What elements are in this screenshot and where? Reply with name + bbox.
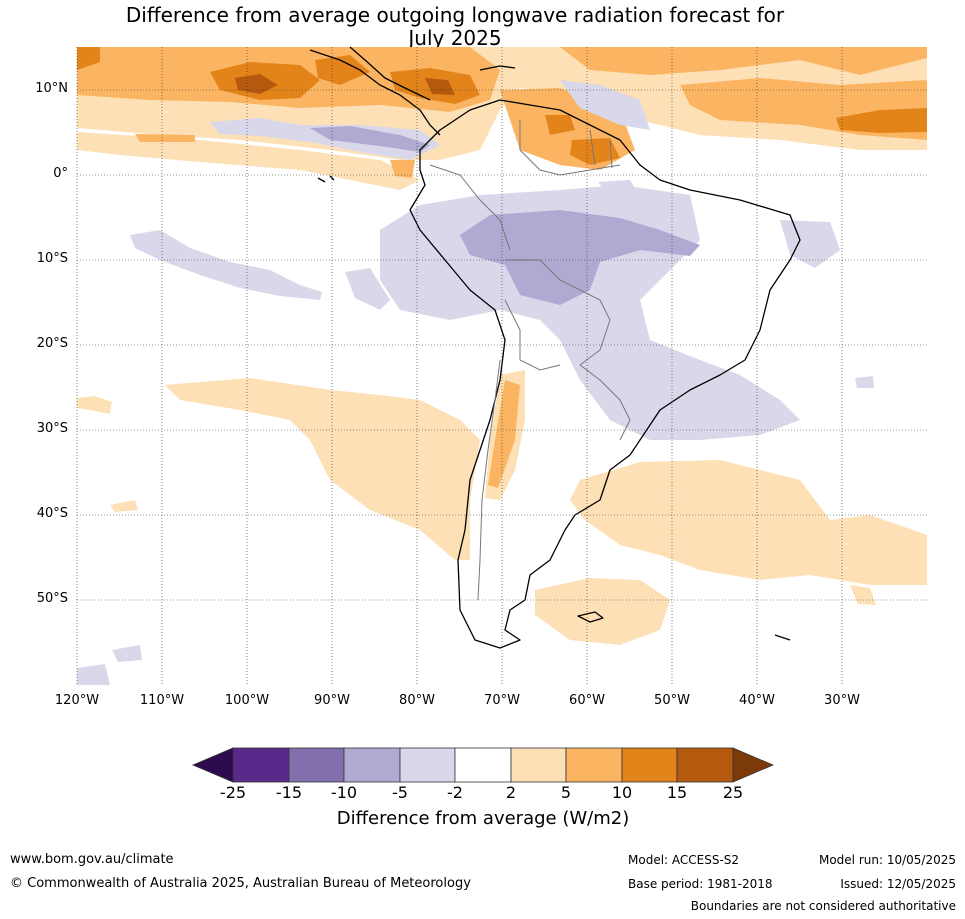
- lon-label: 70°W: [484, 693, 520, 708]
- moderate-positive-anomaly-region: [390, 160, 415, 178]
- galapagos: [317, 175, 335, 183]
- moderate-positive-anomaly-region: [488, 380, 520, 488]
- negative-anomaly-region: [780, 220, 840, 268]
- country-border: [477, 359, 501, 601]
- strong-positive-anomaly-region: [836, 108, 927, 133]
- colorbar-tick-label: -5: [392, 783, 408, 802]
- lat-label: 10°N: [35, 81, 68, 96]
- country-border: [519, 120, 621, 176]
- negative-anomaly-region: [112, 645, 142, 662]
- issued-date: Issued: 12/05/2025: [840, 877, 956, 891]
- lon-label: 80°W: [399, 693, 435, 708]
- central-america-coastline: [349, 46, 431, 101]
- lat-label: 10°S: [36, 251, 68, 266]
- colorbar-bin: [621, 747, 678, 783]
- colorbar-bin: [454, 747, 512, 783]
- lat-label: 20°S: [36, 336, 68, 351]
- colorbar-title: Difference from average (W/m2): [336, 808, 630, 829]
- lat-label: 50°S: [36, 591, 68, 606]
- lon-label: 90°W: [314, 693, 350, 708]
- colorbar-tick-label: 5: [560, 783, 572, 802]
- lat-label: 30°S: [36, 421, 68, 436]
- moderate-positive-anomaly-region: [560, 47, 927, 75]
- strong-positive-anomaly-region: [315, 55, 370, 85]
- moderate-negative-anomaly-region: [460, 210, 700, 305]
- negative-anomaly-region: [77, 664, 110, 685]
- positive-anomaly-region: [77, 132, 420, 190]
- negative-anomaly-region: [598, 180, 640, 200]
- strong-positive-anomaly-region: [545, 115, 575, 135]
- negative-anomaly-region: [560, 80, 650, 130]
- anomaly-shading: [77, 47, 927, 685]
- south-america-coastline: [409, 99, 801, 649]
- colorbar-tick-label: 2: [505, 783, 517, 802]
- colorbar-bin: [676, 747, 734, 783]
- country-border: [504, 299, 561, 371]
- colorbar-tick-label: -25: [219, 783, 247, 802]
- caribbean-islands: [479, 65, 516, 71]
- colorbar-extend-max: [732, 747, 775, 783]
- country-border: [429, 164, 511, 251]
- colorbar-bin: [288, 747, 345, 783]
- colorbar-extend-min: [191, 747, 234, 783]
- model-name: Model: ACCESS-S2: [628, 853, 740, 867]
- colorbar-bin: [232, 747, 290, 783]
- negative-anomaly-region: [855, 376, 874, 388]
- lat-label: 0°: [53, 166, 68, 181]
- colorbar-tick-label: 10: [611, 783, 633, 802]
- colorbar-bin: [399, 747, 456, 783]
- positive-anomaly-region: [77, 396, 112, 414]
- negative-anomaly-region: [130, 230, 322, 300]
- map-title-line-2: July 2025: [408, 26, 502, 50]
- central-america-coastline: [309, 49, 441, 136]
- boundaries-disclaimer: Boundaries are not considered authoritat…: [690, 899, 956, 913]
- lon-label: 60°W: [569, 693, 605, 708]
- positive-anomaly-region: [110, 500, 138, 512]
- coastlines: [309, 46, 801, 649]
- map-title-line-1: Difference from average outgoing longwav…: [125, 3, 785, 27]
- map-title: Difference from average outgoing longwav…: [60, 4, 850, 50]
- lon-label: 50°W: [654, 693, 690, 708]
- colorbar-tick-label: 15: [666, 783, 688, 802]
- lon-label: 40°W: [739, 693, 775, 708]
- colorbar-tick-label: -15: [275, 783, 303, 802]
- base-period: Base period: 1981-2018: [628, 877, 773, 891]
- positive-anomaly-region: [570, 460, 927, 585]
- colorbar-tick-label: 25: [722, 783, 744, 802]
- lon-label: 120°W: [54, 693, 100, 708]
- colorbar-bin: [510, 747, 567, 783]
- country-border: [589, 129, 613, 169]
- colorbar-tick-label: -10: [330, 783, 358, 802]
- lon-label: 110°W: [139, 693, 185, 708]
- colorbar-tick-label: -2: [447, 783, 463, 802]
- colorbar-bin: [565, 747, 623, 783]
- lon-label: 100°W: [224, 693, 270, 708]
- website-link[interactable]: www.bom.gov.au/climate: [10, 852, 174, 867]
- positive-anomaly-region: [165, 378, 480, 560]
- falkland-islands: [577, 611, 604, 623]
- very-strong-positive-anomaly-region: [235, 74, 278, 94]
- country-border: [579, 364, 631, 441]
- very-strong-positive-anomaly-region: [425, 78, 455, 95]
- positive-anomaly-region: [535, 578, 670, 645]
- copyright-text: © Commonwealth of Australia 2025, Austra…: [10, 876, 471, 891]
- negative-anomaly-region: [345, 268, 390, 310]
- strong-positive-anomaly-region: [570, 138, 620, 165]
- lon-label: 30°W: [824, 693, 860, 708]
- gridlines: [76, 47, 927, 685]
- model-run-date: Model run: 10/05/2025: [818, 853, 956, 867]
- colorbar: [191, 747, 775, 783]
- moderate-positive-anomaly-region: [135, 134, 195, 142]
- colorbar-bin: [343, 747, 401, 783]
- negative-anomaly-region: [210, 118, 440, 160]
- moderate-negative-anomaly-region: [310, 126, 430, 152]
- south-georgia: [774, 634, 791, 641]
- strong-positive-anomaly-region: [77, 47, 100, 70]
- lat-label: 40°S: [36, 506, 68, 521]
